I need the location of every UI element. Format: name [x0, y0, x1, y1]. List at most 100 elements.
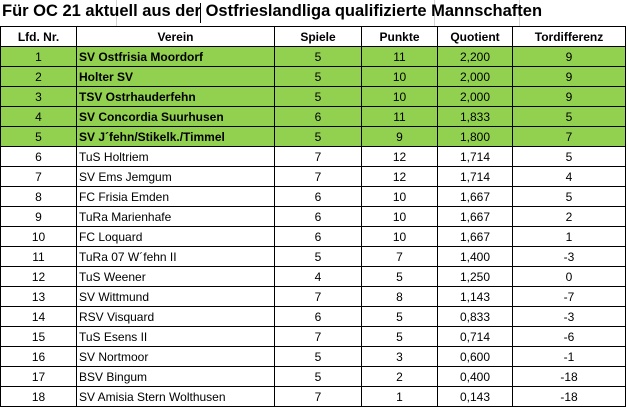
- cell-rank[interactable]: 17: [0, 366, 77, 387]
- cell-quotient[interactable]: 1,667: [437, 206, 513, 227]
- cell-quotient[interactable]: 1,143: [437, 286, 513, 307]
- cell-goal-diff[interactable]: 9: [512, 66, 626, 87]
- cell-quotient[interactable]: 2,000: [437, 66, 513, 87]
- cell-quotient[interactable]: 1,800: [437, 126, 513, 147]
- cell-team[interactable]: SV J´fehn/Stikelk./Timmel: [76, 126, 275, 147]
- cell-games[interactable]: 5: [274, 366, 362, 387]
- cell-games[interactable]: 6: [274, 186, 362, 207]
- cell-team[interactable]: TuS Holtriem: [76, 146, 275, 167]
- cell-goal-diff[interactable]: -18: [512, 386, 626, 407]
- cell-rank[interactable]: 2: [0, 66, 77, 87]
- cell-goal-diff[interactable]: -3: [512, 246, 626, 267]
- cell-games[interactable]: 7: [274, 146, 362, 167]
- cell-points[interactable]: 10: [361, 186, 438, 207]
- cell-team[interactable]: SV Nortmoor: [76, 346, 275, 367]
- cell-quotient[interactable]: 1,667: [437, 186, 513, 207]
- cell-rank[interactable]: 4: [0, 106, 77, 127]
- cell-quotient[interactable]: 1,667: [437, 226, 513, 247]
- cell-team[interactable]: Holter SV: [76, 66, 275, 87]
- cell-points[interactable]: 10: [361, 86, 438, 107]
- cell-games[interactable]: 7: [274, 166, 362, 187]
- cell-points[interactable]: 9: [361, 126, 438, 147]
- header-points[interactable]: Punkte: [361, 26, 438, 47]
- cell-quotient[interactable]: 1,250: [437, 266, 513, 287]
- cell-rank[interactable]: 16: [0, 346, 77, 367]
- header-goal-diff[interactable]: Tordifferenz: [512, 26, 626, 47]
- cell-goal-diff[interactable]: 9: [512, 46, 626, 67]
- cell-points[interactable]: 1: [361, 386, 438, 407]
- cell-goal-diff[interactable]: 5: [512, 146, 626, 167]
- cell-goal-diff[interactable]: -7: [512, 286, 626, 307]
- cell-games[interactable]: 7: [274, 286, 362, 307]
- cell-points[interactable]: 2: [361, 366, 438, 387]
- cell-games[interactable]: 6: [274, 106, 362, 127]
- cell-quotient[interactable]: 0,600: [437, 346, 513, 367]
- cell-rank[interactable]: 3: [0, 86, 77, 107]
- cell-quotient[interactable]: 2,200: [437, 46, 513, 67]
- cell-points[interactable]: 12: [361, 146, 438, 167]
- cell-rank[interactable]: 5: [0, 126, 77, 147]
- cell-points[interactable]: 5: [361, 326, 438, 347]
- cell-points[interactable]: 3: [361, 346, 438, 367]
- cell-games[interactable]: 5: [274, 346, 362, 367]
- cell-quotient[interactable]: 1,400: [437, 246, 513, 267]
- cell-games[interactable]: 7: [274, 386, 362, 407]
- cell-goal-diff[interactable]: 0: [512, 266, 626, 287]
- cell-goal-diff[interactable]: -1: [512, 346, 626, 367]
- cell-team[interactable]: TuRa Marienhafe: [76, 206, 275, 227]
- cell-games[interactable]: 6: [274, 226, 362, 247]
- cell-team[interactable]: TuS Weener: [76, 266, 275, 287]
- cell-goal-diff[interactable]: 5: [512, 106, 626, 127]
- cell-games[interactable]: 5: [274, 126, 362, 147]
- cell-goal-diff[interactable]: -18: [512, 366, 626, 387]
- cell-quotient[interactable]: 1,714: [437, 146, 513, 167]
- cell-games[interactable]: 5: [274, 86, 362, 107]
- cell-points[interactable]: 7: [361, 246, 438, 267]
- cell-goal-diff[interactable]: 1: [512, 226, 626, 247]
- cell-rank[interactable]: 18: [0, 386, 77, 407]
- cell-quotient[interactable]: 0,833: [437, 306, 513, 327]
- cell-goal-diff[interactable]: 2: [512, 206, 626, 227]
- cell-team[interactable]: TuRa 07 W´fehn II: [76, 246, 275, 267]
- cell-points[interactable]: 8: [361, 286, 438, 307]
- cell-quotient[interactable]: 2,000: [437, 86, 513, 107]
- cell-points[interactable]: 5: [361, 266, 438, 287]
- header-games[interactable]: Spiele: [274, 26, 362, 47]
- header-rank[interactable]: Lfd. Nr.: [0, 26, 77, 47]
- cell-team[interactable]: TSV Ostrhauderfehn: [76, 86, 275, 107]
- cell-goal-diff[interactable]: 4: [512, 166, 626, 187]
- sheet-title[interactable]: Für OC 21 aktuell aus der Ostfrieslandli…: [2, 2, 543, 20]
- cell-goal-diff[interactable]: -3: [512, 306, 626, 327]
- cell-points[interactable]: 10: [361, 226, 438, 247]
- cell-team[interactable]: FC Frisia Emden: [76, 186, 275, 207]
- header-quotient[interactable]: Quotient: [437, 26, 513, 47]
- cell-games[interactable]: 5: [274, 66, 362, 87]
- cell-team[interactable]: BSV Bingum: [76, 366, 275, 387]
- cell-games[interactable]: 4: [274, 266, 362, 287]
- cell-games[interactable]: 5: [274, 246, 362, 267]
- cell-rank[interactable]: 10: [0, 226, 77, 247]
- cell-goal-diff[interactable]: 5: [512, 186, 626, 207]
- cell-quotient[interactable]: 0,400: [437, 366, 513, 387]
- cell-points[interactable]: 10: [361, 66, 438, 87]
- cell-games[interactable]: 7: [274, 326, 362, 347]
- cell-points[interactable]: 10: [361, 206, 438, 227]
- cell-team[interactable]: SV Ems Jemgum: [76, 166, 275, 187]
- cell-rank[interactable]: 14: [0, 306, 77, 327]
- cell-points[interactable]: 5: [361, 306, 438, 327]
- cell-quotient[interactable]: 0,143: [437, 386, 513, 407]
- cell-points[interactable]: 11: [361, 106, 438, 127]
- cell-games[interactable]: 5: [274, 46, 362, 67]
- cell-quotient[interactable]: 1,833: [437, 106, 513, 127]
- cell-team[interactable]: FC Loquard: [76, 226, 275, 247]
- cell-team[interactable]: SV Amisia Stern Wolthusen: [76, 386, 275, 407]
- header-team[interactable]: Verein: [76, 26, 275, 47]
- cell-rank[interactable]: 12: [0, 266, 77, 287]
- cell-rank[interactable]: 13: [0, 286, 77, 307]
- cell-rank[interactable]: 11: [0, 246, 77, 267]
- cell-games[interactable]: 6: [274, 206, 362, 227]
- cell-quotient[interactable]: 0,714: [437, 326, 513, 347]
- cell-team[interactable]: SV Concordia Suurhusen: [76, 106, 275, 127]
- cell-rank[interactable]: 1: [0, 46, 77, 67]
- cell-rank[interactable]: 7: [0, 166, 77, 187]
